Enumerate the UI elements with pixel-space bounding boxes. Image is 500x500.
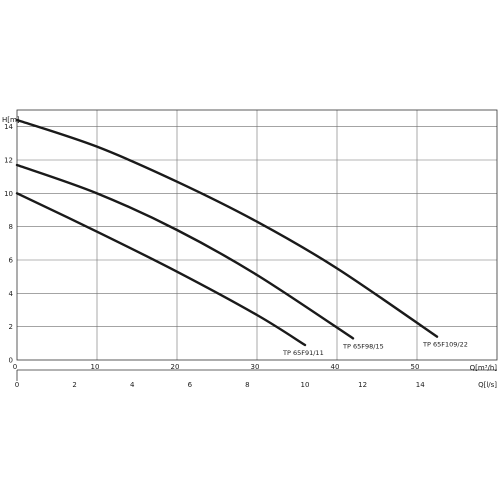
curve-series-2: [15, 192, 307, 347]
curve-label-series-2: TP 65F91/11: [282, 349, 324, 357]
x-tick-label-primary: 30: [251, 363, 260, 371]
curve-series-0: [15, 118, 439, 338]
x-tick-label-primary: 0: [13, 363, 17, 371]
y-axis-label: H[m]: [2, 116, 20, 124]
x-axis-primary-ticks: 0 10 20 30 40 50: [13, 363, 420, 371]
x-tick-label-primary: 20: [171, 363, 180, 371]
curve-label-series-0: TP 65F109/22: [422, 341, 468, 349]
plot-frame: [16, 109, 498, 361]
y-tick-label: 0: [9, 357, 13, 365]
x-tick-label-secondary: 2: [72, 381, 76, 389]
x-tick-label-primary: 50: [411, 363, 420, 371]
x-axis-primary-label: Q[m³/h]: [470, 364, 498, 372]
x-tick-label-secondary: 12: [358, 381, 367, 389]
x-tick-label-primary: 40: [331, 363, 340, 371]
x-tick-label-secondary: 14: [416, 381, 425, 389]
y-tick-label: 10: [4, 190, 13, 198]
y-tick-label: 2: [9, 323, 13, 331]
curve-label-series-1: TP 65F98/15: [342, 342, 384, 350]
x-tick-label-secondary: 0: [15, 381, 19, 389]
plot-border: [16, 109, 498, 361]
y-tick-label: 14: [4, 123, 13, 131]
y-tick-label: 6: [9, 257, 14, 265]
x-axis-secondary: 0 2 4 6 8 10 12 14: [15, 369, 497, 389]
y-tick-label: 8: [9, 223, 13, 231]
x-tick-label-primary: 10: [91, 363, 100, 371]
x-tick-label-secondary: 4: [130, 381, 135, 389]
y-axis-ticks: 0 2 4 6 8 10 12 14: [4, 123, 13, 364]
grid: [17, 110, 497, 360]
x-tick-label-secondary: 10: [301, 381, 310, 389]
curve-series-1: [15, 163, 355, 340]
y-tick-label: 4: [9, 290, 14, 298]
curve-labels: TP 65F109/22 TP 65F98/15 TP 65F91/11: [282, 341, 468, 357]
y-tick-label: 12: [4, 157, 13, 165]
x-tick-label-secondary: 6: [188, 381, 193, 389]
x-axis-secondary-label: Q[l/s]: [478, 381, 497, 389]
pump-curves: [15, 118, 439, 347]
x-tick-label-secondary: 8: [245, 381, 249, 389]
